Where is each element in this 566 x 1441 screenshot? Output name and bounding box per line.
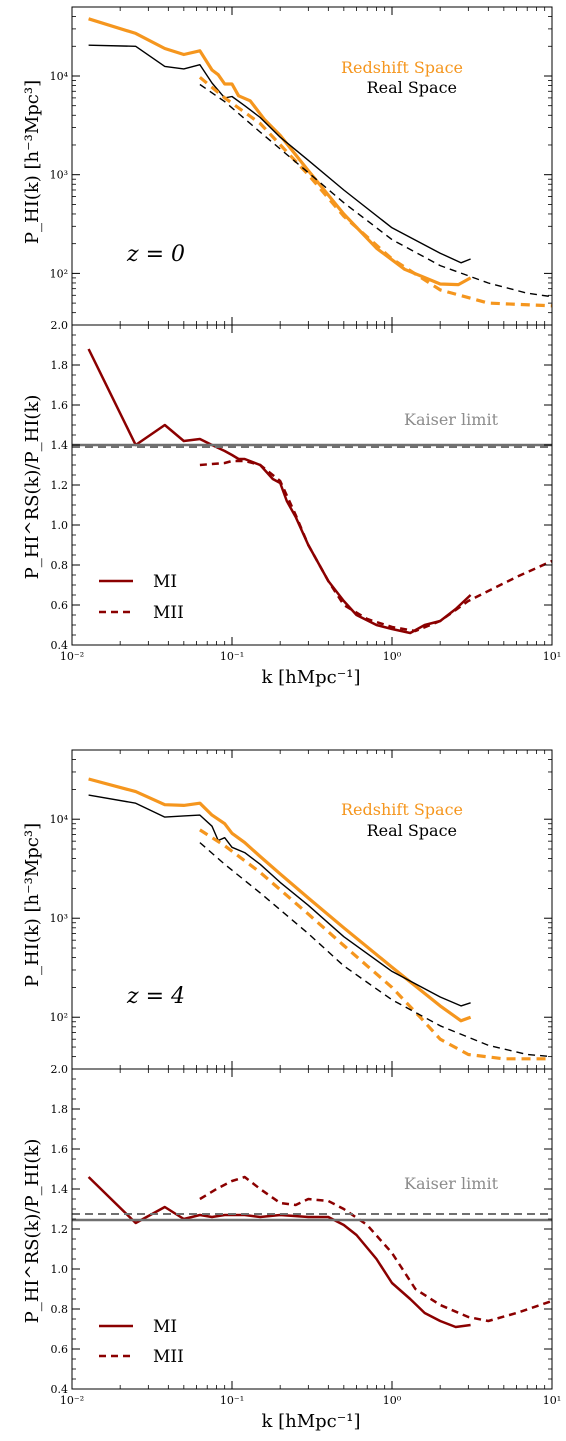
x-tick-label: 10⁰	[383, 1394, 402, 1407]
legend-real-space: Real Space	[367, 78, 457, 97]
y-tick-label: 10⁴	[50, 813, 69, 826]
y-axis-label-power-z0: P_HI(k) [h⁻³Mpc³]	[22, 80, 43, 244]
redshift-annotation-z4: z = 4	[126, 984, 185, 1009]
legend-redshift-space-z4: Redshift Space	[341, 800, 463, 819]
plot-frame	[71, 6, 553, 326]
x-tick-label: 10⁻²	[60, 1394, 84, 1407]
y-tick-label: 1.2	[51, 1223, 69, 1236]
x-tick-label: 10¹	[543, 650, 561, 663]
series-line-redshift-dashed	[198, 76, 552, 308]
y-tick-label: 10²	[50, 1011, 68, 1024]
legend-mi-label: MI	[153, 572, 177, 592]
series-line-real-dashed	[199, 842, 552, 1058]
y-tick-label: 10⁴	[50, 70, 69, 83]
y-tick-label: 10²	[50, 267, 68, 280]
y-tick-label: 1.4	[51, 439, 69, 452]
y-tick-label: 10³	[50, 912, 68, 925]
series-line-redshift-dashed	[199, 828, 552, 1061]
kaiser-limit-label-z0: Kaiser limit	[404, 410, 499, 429]
series-line-ratio-dashed	[199, 459, 552, 633]
y-tick-label: 0.6	[51, 599, 69, 612]
x-tick-label: 10⁻¹	[220, 650, 244, 663]
y-tick-label: 1.6	[51, 1143, 69, 1156]
y-tick-label: 1.4	[51, 1183, 69, 1196]
x-tick-label: 10⁰	[383, 650, 402, 663]
y-tick-label: 0.8	[51, 1303, 69, 1316]
plot-frame	[71, 1068, 553, 1390]
series-line-ratio-solid	[87, 1176, 471, 1329]
y-tick-label: 10³	[50, 169, 68, 182]
legend-mii-label-z4: MII	[153, 1347, 184, 1367]
panel-power-z0: 10² 10³ 10⁴	[50, 6, 553, 326]
y-tick-label: 1.2	[51, 479, 69, 492]
series-line-real-solid	[88, 794, 471, 1007]
panel-power-z4: 10² 10³ 10⁴	[50, 749, 553, 1070]
y-axis-label-ratio-z4: P_HI^RS(k)/P_HI(k)	[22, 1139, 43, 1324]
x-tick-label: 10⁻²	[60, 650, 84, 663]
y-tick-label: 0.4	[51, 639, 69, 652]
y-tick-label: 1.8	[51, 1103, 69, 1116]
series-group	[88, 777, 552, 1061]
legend-real-space-z4: Real Space	[367, 821, 457, 840]
panel-ratio-z4: 10⁻² 10⁻¹ 10⁰ 10¹ 0.4 0.6 0.8 1.0 1.2 1.4 1.6 1.8 2.…	[51, 1063, 562, 1407]
x-axis-label-z0: k [hMpc⁻¹]	[261, 667, 360, 688]
plot-frame	[71, 324, 553, 646]
legend-mii-label: MII	[153, 603, 184, 623]
series-line-ratio-dashed	[199, 1175, 552, 1323]
series-line-ratio-solid	[87, 348, 472, 635]
y-tick-label: 0.6	[51, 1343, 69, 1356]
series-group	[72, 348, 552, 635]
y-tick-label: 1.0	[51, 1263, 69, 1276]
series-group	[88, 17, 552, 308]
x-tick-label: 10¹	[543, 1394, 561, 1407]
y-tick-label: 2.0	[51, 319, 69, 332]
y-tick-label: 0.8	[51, 559, 69, 572]
kaiser-limit-label-z4: Kaiser limit	[404, 1174, 499, 1193]
y-tick-label: 1.8	[51, 359, 69, 372]
series-group	[72, 1175, 552, 1329]
y-tick-label: 1.0	[51, 519, 69, 532]
x-tick-label: 10⁻¹	[220, 1394, 244, 1407]
y-tick-label: 0.4	[51, 1383, 69, 1396]
y-axis-label-ratio-z0: P_HI^RS(k)/P_HI(k)	[22, 395, 43, 580]
legend-redshift-space: Redshift Space	[341, 58, 463, 77]
redshift-annotation-z0: z = 0	[126, 242, 185, 267]
y-tick-label: 2.0	[51, 1063, 69, 1076]
y-tick-label: 1.6	[51, 399, 69, 412]
series-line-real-solid	[88, 44, 471, 264]
legend-mi-label-z4: MI	[153, 1317, 177, 1337]
panel-ratio-z0: 10⁻² 10⁻¹ 10⁰ 10¹ 0.4 0.6 0.8 1.0 1.2 1.4 1.6 1.8 2.…	[51, 319, 562, 663]
y-axis-label-power-z4: P_HI(k) [h⁻³Mpc³]	[22, 823, 43, 987]
legend-ratio-z0: MI MII	[99, 572, 184, 623]
x-axis-label-z4: k [hMpc⁻¹]	[261, 1411, 360, 1432]
series-line-real-dashed	[199, 83, 552, 298]
legend-ratio-z4: MI MII	[99, 1317, 184, 1367]
